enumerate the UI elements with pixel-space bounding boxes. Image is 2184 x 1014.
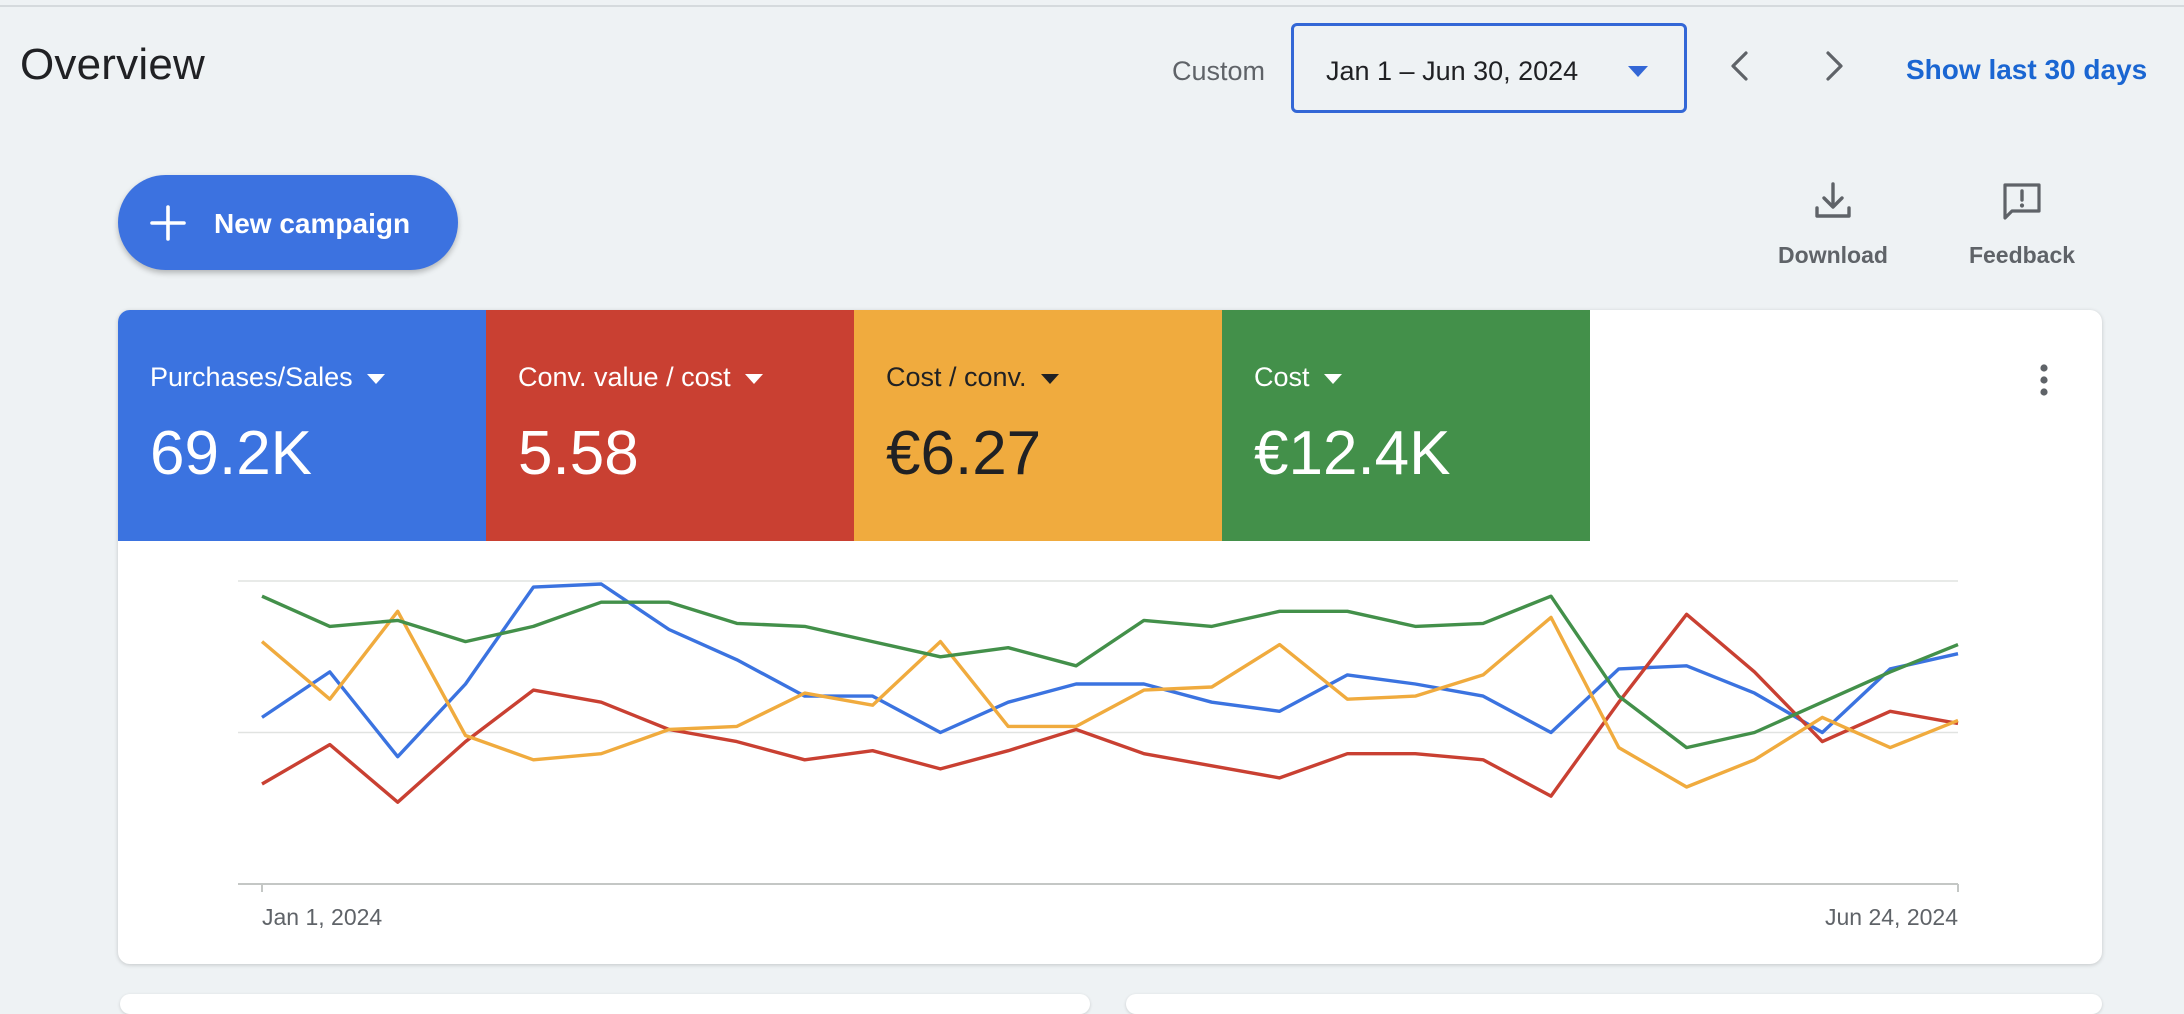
bottom-card-right bbox=[1126, 994, 2102, 1014]
metric-tile-purchases-sales[interactable]: Purchases/Sales 69.2K bbox=[118, 310, 486, 541]
dropdown-caret-icon bbox=[744, 373, 763, 384]
new-campaign-label: New campaign bbox=[214, 208, 411, 239]
metric-name: Purchases/Sales bbox=[150, 362, 385, 393]
bottom-card-left bbox=[120, 994, 1090, 1014]
dropdown-caret-icon bbox=[1323, 373, 1342, 384]
download-label: Download bbox=[1778, 242, 1888, 268]
new-campaign-button[interactable]: New campaign bbox=[118, 175, 458, 270]
more-options-button[interactable] bbox=[2024, 360, 2064, 400]
date-range-picker[interactable]: Jan 1 – Jun 30, 2024 bbox=[1291, 23, 1687, 113]
x-tick-label: Jan 1, 2024 bbox=[262, 904, 382, 930]
top-divider bbox=[0, 5, 2184, 7]
feedback-icon bbox=[2003, 183, 2041, 220]
dropdown-caret-icon bbox=[1040, 373, 1059, 384]
series-line-conv-value-cost bbox=[261, 612, 1959, 804]
date-range-type-label: Custom bbox=[1172, 56, 1266, 86]
more-vert-icon bbox=[2040, 364, 2048, 396]
feedback-button[interactable]: Feedback bbox=[1952, 178, 2092, 268]
download-icon bbox=[1815, 182, 1851, 218]
metric-value: €12.4K bbox=[1254, 419, 1451, 488]
x-tick-label: Jun 24, 2024 bbox=[1825, 904, 1958, 930]
series-line-cost bbox=[261, 594, 1959, 750]
metric-tile-cost[interactable]: Cost €12.4K bbox=[1222, 310, 1590, 541]
date-range-value: Jan 1 – Jun 30, 2024 bbox=[1326, 56, 1579, 86]
metric-value: 69.2K bbox=[150, 419, 313, 488]
show-last-30-days-link[interactable]: Show last 30 days bbox=[1906, 54, 2148, 85]
metric-value: 5.58 bbox=[518, 419, 639, 488]
metric-name: Conv. value / cost bbox=[518, 362, 763, 393]
plus-icon bbox=[150, 205, 186, 241]
chevron-left-icon bbox=[1731, 51, 1748, 81]
series-line-cost-conv bbox=[260, 609, 1959, 789]
metric-name: Cost bbox=[1254, 362, 1342, 393]
page-title: Overview bbox=[20, 40, 205, 89]
dropdown-caret-icon bbox=[366, 373, 385, 384]
feedback-label: Feedback bbox=[1968, 242, 2076, 268]
metric-name: Cost / conv. bbox=[886, 362, 1059, 393]
performance-card: Purchases/Sales 69.2K Conv. value / cost… bbox=[118, 310, 2102, 964]
metric-value: €6.27 bbox=[886, 419, 1042, 488]
download-button[interactable]: Download bbox=[1763, 178, 1903, 268]
dropdown-caret-icon bbox=[1628, 66, 1648, 77]
chevron-right-icon bbox=[1826, 51, 1843, 81]
series-line-purchases-sales bbox=[261, 582, 1959, 759]
performance-line-chart: Jan 1, 2024 Jun 24, 2024 bbox=[238, 580, 1959, 930]
previous-period-button[interactable] bbox=[1716, 42, 1764, 90]
metric-tile-cost-per-conv[interactable]: Cost / conv. €6.27 bbox=[854, 310, 1222, 541]
next-period-button[interactable] bbox=[1810, 42, 1858, 90]
metric-tile-conv-value-cost[interactable]: Conv. value / cost 5.58 bbox=[486, 310, 854, 541]
